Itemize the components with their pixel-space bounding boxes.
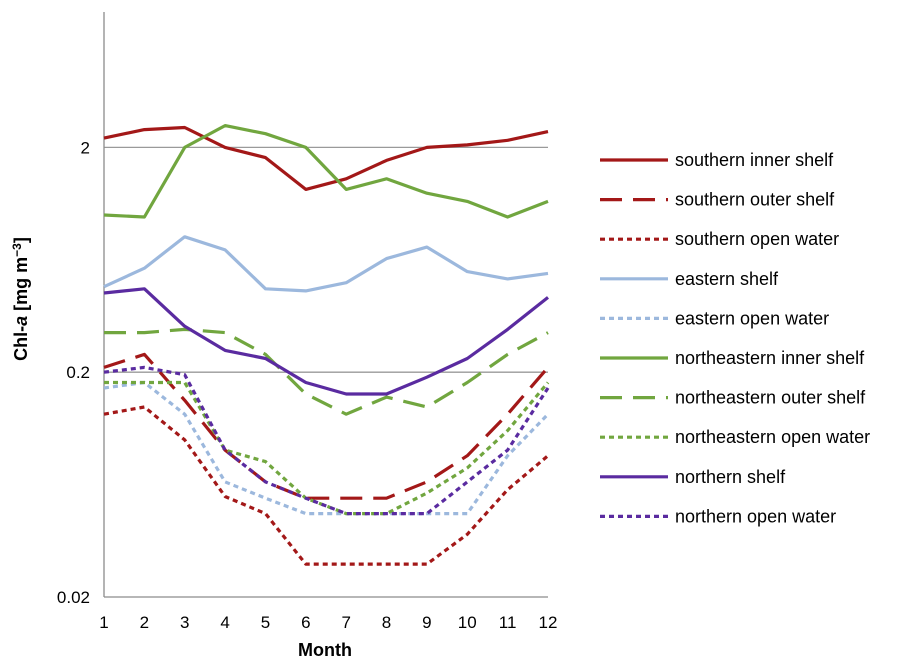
series-line-northeastern-outer-shelf (104, 327, 549, 416)
y-axis-title-italic: a (11, 316, 31, 326)
series-line-southern-open-water (103, 405, 550, 566)
x-tick-label: 3 (180, 613, 189, 632)
y-tick-label: 2 (81, 138, 90, 157)
y-axis-title-close: ] (11, 237, 31, 243)
y-axis-title: Chl-a [mg m−3] (10, 237, 31, 361)
y-axis-title-prefix: Chl- (11, 326, 31, 361)
x-tick-label: 11 (499, 613, 517, 632)
legend: southern inner shelf southern outer shelf… (600, 150, 870, 526)
series-line-northern-open-water (103, 365, 550, 516)
legend-label: eastern open water (675, 308, 829, 328)
x-tick-label: 10 (458, 613, 477, 632)
series-line-eastern-open-water (103, 380, 550, 516)
x-tick-label: 4 (220, 613, 229, 632)
series-layer (103, 123, 550, 566)
x-axis-title: Month (298, 640, 352, 660)
series-line-southern-inner-shelf (103, 125, 549, 191)
x-tick-label: 7 (341, 613, 350, 632)
series-line-northeastern-inner-shelf (103, 123, 549, 219)
series-line-northern-shelf (103, 287, 549, 396)
y-tick-label: 0.2 (66, 363, 90, 382)
axes (103, 12, 548, 598)
x-tick-label: 8 (382, 613, 391, 632)
legend-label: southern open water (675, 229, 839, 249)
x-tick-label: 9 (422, 613, 431, 632)
x-tick-label: 1 (99, 613, 108, 632)
x-tick-label: 12 (539, 613, 558, 632)
legend-label: northeastern outer shelf (675, 388, 866, 408)
legend-label: northern open water (675, 506, 836, 526)
legend-label: southern outer shelf (675, 190, 835, 210)
legend-label: northern shelf (675, 467, 786, 487)
legend-label: northeastern open water (675, 427, 870, 447)
y-axis-title-exponent: −3 (10, 243, 24, 257)
gridlines (104, 146, 548, 373)
y-tick-labels: 0.02 0.2 2 (57, 138, 90, 607)
y-axis-title-unit: [mg m (11, 257, 31, 316)
series-line-eastern-shelf (103, 235, 549, 293)
legend-label: eastern shelf (675, 269, 779, 289)
y-tick-label: 0.02 (57, 588, 90, 607)
series-line-northeastern-open-water (104, 380, 550, 516)
series-line-southern-outer-shelf (103, 352, 550, 500)
x-tick-label: 6 (301, 613, 310, 632)
legend-label: southern inner shelf (675, 150, 834, 170)
x-tick-labels: 1 2 3 4 5 6 7 8 9 10 11 12 (99, 613, 557, 632)
x-tick-label: 5 (261, 613, 270, 632)
x-tick-label: 2 (140, 613, 149, 632)
legend-label: northeastern inner shelf (675, 348, 865, 368)
